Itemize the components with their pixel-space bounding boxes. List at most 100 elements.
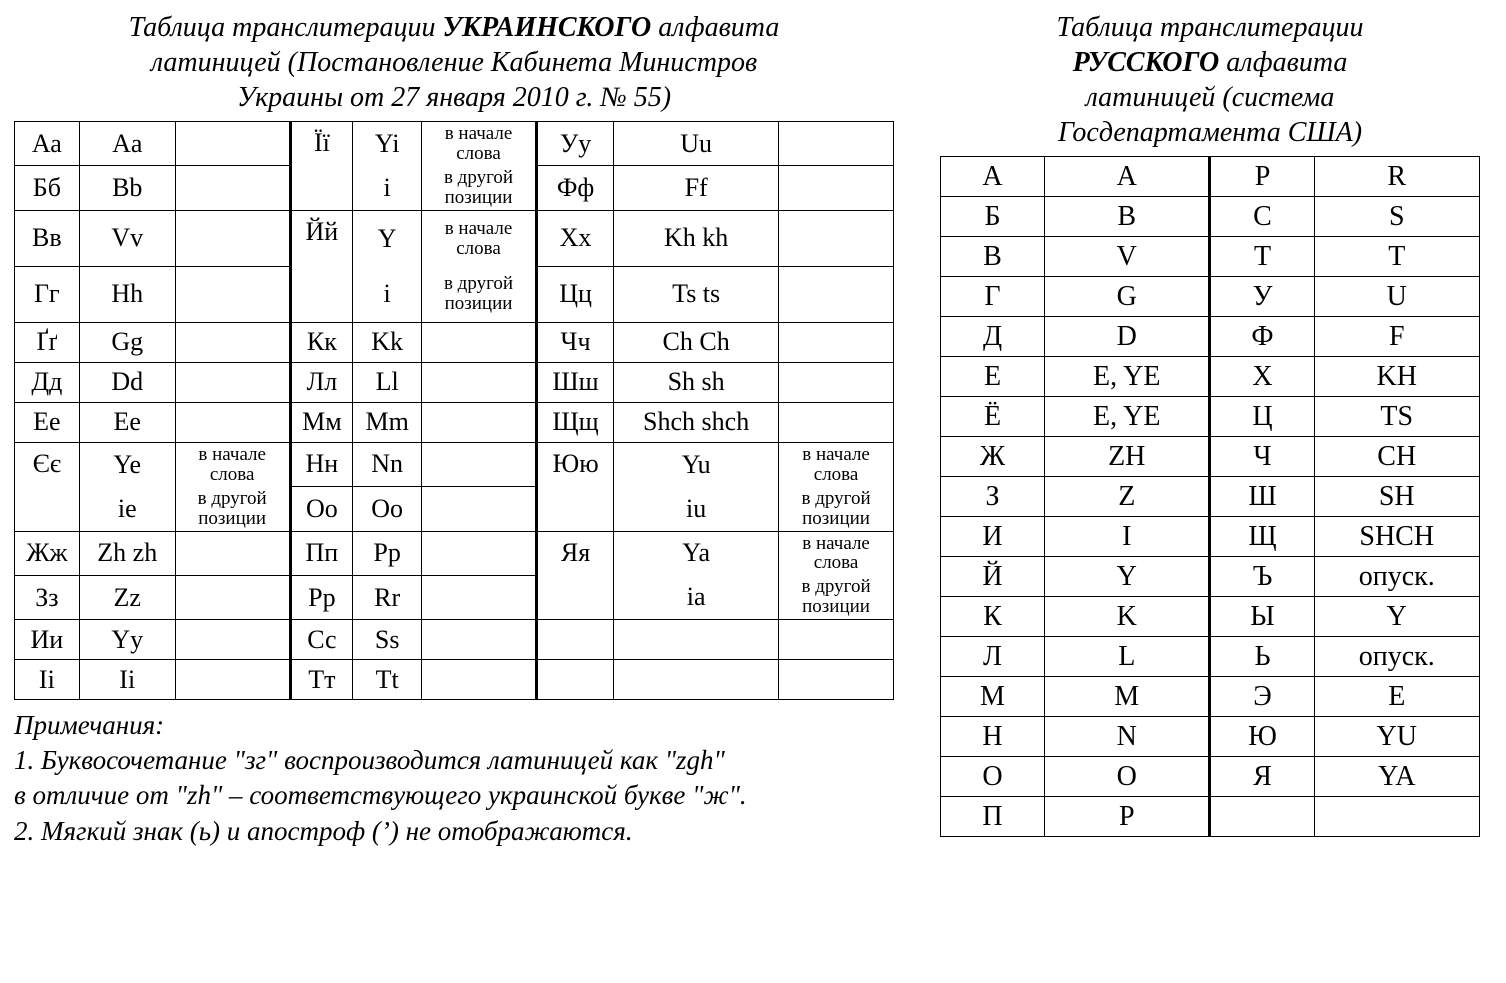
cell-cyr: Єє	[15, 442, 80, 531]
cell-note	[422, 402, 537, 442]
cell: N	[1045, 717, 1210, 757]
cell-note	[422, 531, 537, 575]
cell: TS	[1314, 397, 1480, 437]
ukrainian-table: Аа Aa Її Yi в начале слова Уу Uu Бб Bb i…	[14, 121, 894, 700]
cell-cyr: Ее	[15, 402, 80, 442]
cell: Y	[1045, 557, 1210, 597]
table-row: Зз Zz Рр Rr ia в другой позиции	[15, 575, 894, 619]
cell-lat	[614, 660, 779, 700]
cell: опуск.	[1314, 557, 1480, 597]
cell-cyr: Зз	[15, 575, 80, 619]
cell: З	[941, 477, 1045, 517]
cell-cyr: Кк	[290, 322, 353, 362]
uk-title-part2: алфавита	[651, 12, 779, 43]
cell: О	[941, 757, 1045, 797]
cell: Ц	[1210, 397, 1314, 437]
cell-lat: Zz	[79, 575, 175, 619]
cell: Ч	[1210, 437, 1314, 477]
cell-cyr: Юю	[536, 442, 613, 531]
cell: Ы	[1210, 597, 1314, 637]
cell-lat: Ff	[614, 166, 779, 210]
table-row: Жж Zh zh Пп Pp Яя Ya в начале слова	[15, 531, 894, 575]
cell-note	[779, 122, 894, 166]
ukrainian-block: Таблица транслитерации УКРАИНСКОГО алфав…	[14, 10, 894, 849]
cell: М	[941, 677, 1045, 717]
cell-lat: Mm	[353, 402, 422, 442]
cell: Н	[941, 717, 1045, 757]
cell-cyr: Фф	[536, 166, 613, 210]
cell-cyr: Її	[290, 122, 353, 211]
cell-note: в другой позиции	[422, 266, 537, 322]
cell: Л	[941, 637, 1045, 677]
cell-lat: ia	[614, 575, 779, 619]
cell: Д	[941, 317, 1045, 357]
cell-cyr: Дд	[15, 362, 80, 402]
cell-lat: Yi	[353, 122, 422, 166]
cell: П	[941, 797, 1045, 837]
cell-note	[422, 322, 537, 362]
cell-lat: Nn	[353, 442, 422, 486]
table-row: Єє Ye в начале слова Нн Nn Юю Yu в начал…	[15, 442, 894, 486]
cell: Х	[1210, 357, 1314, 397]
cell-note: в другой позиции	[175, 487, 290, 531]
uk-title-line2: латиницей (Постановление Кабинета Минист…	[151, 47, 757, 78]
cell-lat: Y	[353, 210, 422, 266]
note-2: 2. Мягкий знак (ь) и апостроф (’) не ото…	[14, 814, 894, 849]
table-row: ИIЩSHCH	[941, 517, 1480, 557]
cell: L	[1045, 637, 1210, 677]
cell-cyr: Лл	[290, 362, 353, 402]
cell-lat: Ee	[79, 402, 175, 442]
cell-note: в другой позиции	[779, 487, 894, 531]
table-row: Ґґ Gg Кк Kk Чч Ch Ch	[15, 322, 894, 362]
cell-note	[175, 122, 290, 166]
note-1b: в отличие от "zh" – соответствующего укр…	[14, 778, 894, 813]
cell-cyr: Мм	[290, 402, 353, 442]
cell: Ж	[941, 437, 1045, 477]
cell-lat: Rr	[353, 575, 422, 619]
cell: K	[1045, 597, 1210, 637]
cell-note	[175, 362, 290, 402]
cell-note	[422, 362, 537, 402]
cell-cyr: Рр	[290, 575, 353, 619]
cell-lat: Ii	[79, 660, 175, 700]
table-row: ie в другой позиции Оо Oo iu в другой по…	[15, 487, 894, 531]
table-row: ЙYЪопуск.	[941, 557, 1480, 597]
cell: P	[1045, 797, 1210, 837]
cell: YA	[1314, 757, 1480, 797]
table-row: ДDФF	[941, 317, 1480, 357]
table-row: ВVТT	[941, 237, 1480, 277]
cell-lat: Kk	[353, 322, 422, 362]
cell: К	[941, 597, 1045, 637]
cell: Y	[1314, 597, 1480, 637]
cell-cyr: Бб	[15, 166, 80, 210]
cell-lat: Zh zh	[79, 531, 175, 575]
russian-title: Таблица транслитерации РУССКОГО алфавита…	[940, 10, 1480, 150]
ru-title-part2: алфавита	[1219, 47, 1347, 78]
cell-cyr: Щщ	[536, 402, 613, 442]
table-row: Дд Dd Лл Ll Шш Sh sh	[15, 362, 894, 402]
cell-lat: Oo	[353, 487, 422, 531]
table-row: Ии Yy Сс Ss	[15, 620, 894, 660]
cell-lat: Dd	[79, 362, 175, 402]
ukrainian-title: Таблица транслитерации УКРАИНСКОГО алфав…	[14, 10, 894, 115]
cell-note	[779, 166, 894, 210]
cell-note: в другой позиции	[422, 166, 537, 210]
cell-note	[422, 620, 537, 660]
cell-note	[175, 210, 290, 266]
table-row: ЁE, YEЦTS	[941, 397, 1480, 437]
cell-lat: Uu	[614, 122, 779, 166]
cell-cyr: Уу	[536, 122, 613, 166]
cell: Е	[941, 357, 1045, 397]
cell-note	[422, 442, 537, 486]
cell: ZH	[1045, 437, 1210, 477]
ru-title-part1: Таблица транслитерации	[1057, 12, 1364, 43]
cell-lat	[614, 620, 779, 660]
cell: M	[1045, 677, 1210, 717]
cell: В	[941, 237, 1045, 277]
cell-note	[175, 660, 290, 700]
cell-cyr: Йй	[290, 210, 353, 322]
cell-lat: Ss	[353, 620, 422, 660]
cell-lat: Hh	[79, 266, 175, 322]
cell: Э	[1210, 677, 1314, 717]
cell: SH	[1314, 477, 1480, 517]
